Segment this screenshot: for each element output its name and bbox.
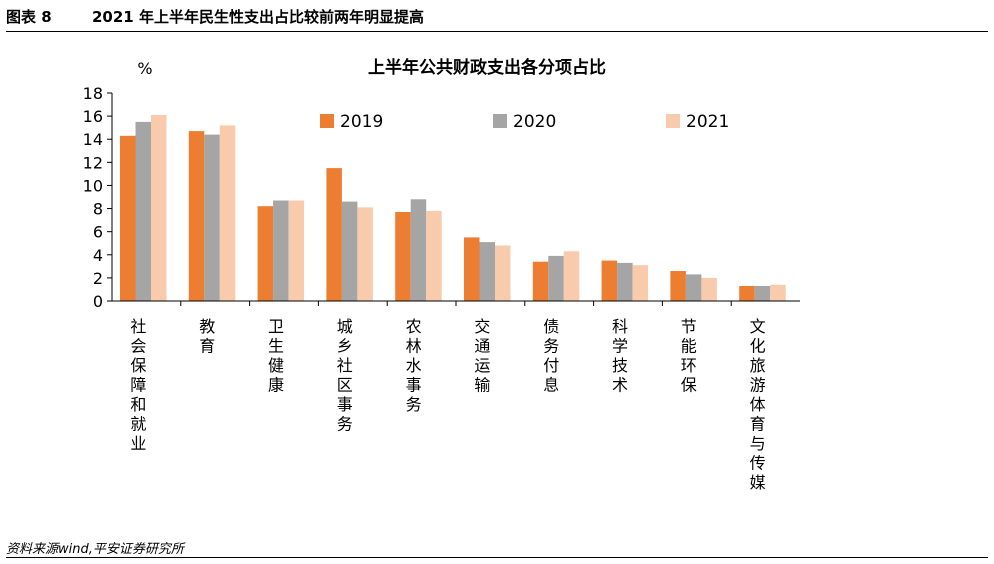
- legend-label-2021: 2021: [686, 112, 729, 132]
- x-category-label: 农林水事务: [406, 317, 422, 414]
- bar-2021: [563, 251, 580, 301]
- chart-title: 上半年公共财政支出各分项占比: [368, 57, 606, 78]
- bar-2019: [326, 168, 342, 301]
- y-tick-label: 2: [93, 269, 103, 288]
- bar-2020: [617, 262, 633, 301]
- bar-2020: [479, 242, 495, 301]
- bar-2020: [135, 121, 151, 302]
- top-rule: [6, 31, 988, 32]
- bar-2019: [120, 135, 136, 301]
- bar-2020: [204, 134, 220, 301]
- x-category-label: 教育: [199, 317, 215, 356]
- bar-2021: [357, 207, 373, 301]
- x-category-label: 文化旅游体育与传媒: [750, 317, 766, 492]
- x-category-label: 卫生健康: [268, 317, 284, 395]
- y-tick-label: 16: [83, 107, 103, 126]
- bar-2020: [685, 274, 702, 301]
- x-category-label: 城乡社区事务: [337, 317, 353, 434]
- y-tick-label: 8: [93, 200, 103, 219]
- bar-2019: [395, 212, 411, 301]
- x-category-label: 节能环保: [681, 317, 697, 395]
- bar-2020: [410, 199, 427, 301]
- x-category-label: 交通运输: [474, 317, 490, 395]
- bar-2021: [219, 125, 236, 302]
- y-axis-unit: %: [137, 59, 152, 78]
- bottom-rule: [6, 557, 988, 558]
- bar-2020: [548, 255, 564, 301]
- bar-2021: [770, 284, 786, 301]
- bar-chart: 上半年公共财政支出各分项占比 % 0 2 4 6 8 10 12 14 16 18 社会保障和就业 教…: [83, 57, 800, 492]
- bar-2021: [495, 245, 511, 301]
- y-tick-label: 4: [93, 246, 103, 265]
- x-category-label: 社会保障和就业: [130, 317, 146, 453]
- x-category-label: 科学技术: [612, 317, 628, 395]
- figure-title: 2021 年上半年民生性支出占比较前两年明显提高: [92, 8, 424, 26]
- bar-2021: [151, 115, 167, 301]
- legend-swatch-2021: [666, 114, 680, 128]
- bar-2021: [426, 210, 442, 301]
- bar-2020: [341, 201, 358, 301]
- bar-2021: [632, 265, 649, 301]
- y-tick-label: 0: [93, 292, 103, 311]
- legend: 2019 2020 2021: [320, 112, 729, 132]
- source-note: 资料来源wind,平安证券研究所: [6, 542, 184, 557]
- bar-2019: [464, 237, 480, 301]
- legend-swatch-2019: [320, 114, 334, 128]
- figure-header: 图表 8 2021 年上半年民生性支出占比较前两年明显提高: [6, 6, 988, 28]
- bar-2019: [739, 286, 755, 301]
- bar-2020: [754, 286, 771, 301]
- bar-2019: [670, 271, 686, 301]
- bar-2021: [701, 277, 717, 301]
- bar-2019: [601, 260, 618, 301]
- y-tick-label: 12: [83, 153, 103, 172]
- y-tick-label: 10: [83, 176, 103, 195]
- y-tick-label: 18: [83, 84, 103, 103]
- bar-2019: [257, 206, 274, 301]
- y-tick-label: 6: [93, 223, 103, 242]
- legend-label-2020: 2020: [513, 112, 556, 132]
- legend-label-2019: 2019: [340, 112, 383, 132]
- bar-2019: [188, 131, 205, 301]
- bar-2019: [532, 261, 549, 301]
- legend-swatch-2020: [493, 114, 507, 128]
- x-category-label: 债务付息: [543, 317, 559, 395]
- y-tick-label: 14: [83, 130, 103, 149]
- bar-2021: [288, 200, 305, 301]
- bar-2020: [273, 200, 289, 301]
- figure-label: 图表 8: [6, 8, 52, 26]
